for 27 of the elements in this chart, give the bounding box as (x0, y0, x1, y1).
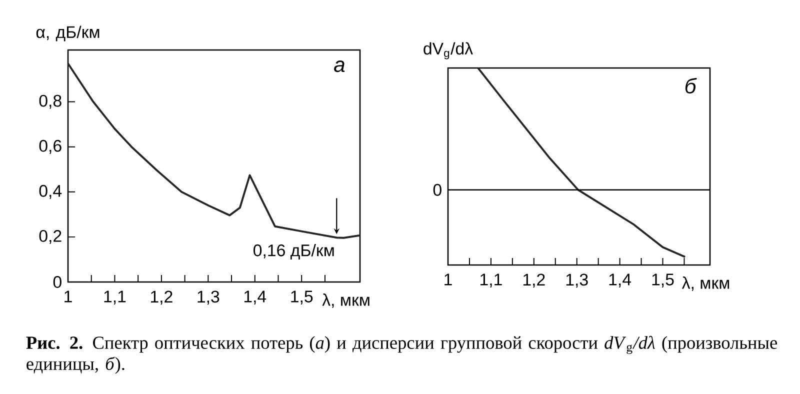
x-tick-label: 1,1 (480, 274, 502, 288)
x-tick-label: 1,2 (523, 274, 545, 288)
y-tick-label: 0 (53, 276, 62, 288)
annotation: 0,16 дБ/км (254, 244, 334, 260)
x-tick-label: 1,1 (104, 290, 126, 304)
x-tick-label: 1,3 (566, 274, 588, 288)
x-tick-label: 1,2 (151, 290, 172, 305)
y-axis-title: dV$_{g}$/dλ (424, 42, 473, 60)
y-axis-title: α, дБ/км (36, 26, 100, 42)
line-series (67, 62, 361, 239)
x-axis-title: λ, мкм (682, 276, 730, 291)
annotation: б (685, 78, 697, 94)
text: Рис. 2. Спектр оптических потерь (а) и дисперсии групповой скорости dV$_{g}$/dλ (произвольные единицы, б). (26, 336, 777, 374)
ref-line-label: 0 (433, 184, 442, 196)
x-tick-label: 1,4 (609, 274, 632, 288)
x-axis-title: λ, мкм (322, 294, 370, 308)
x-tick-label: 1,5 (291, 290, 313, 304)
x-tick-label: 1 (64, 290, 72, 302)
y-tick-label: 0,6 (39, 140, 62, 154)
x-tick-label: 1 (444, 274, 452, 286)
x-tick-label: 1,5 (652, 274, 674, 288)
y-tick-label: 0,4 (39, 184, 62, 199)
x-tick-label: 1,4 (244, 290, 266, 304)
x-tick-label: 1,3 (198, 290, 220, 305)
y-tick-label: 0,8 (39, 94, 62, 109)
y-tick-label: 0,2 (39, 230, 62, 244)
annotation: а (334, 60, 345, 72)
